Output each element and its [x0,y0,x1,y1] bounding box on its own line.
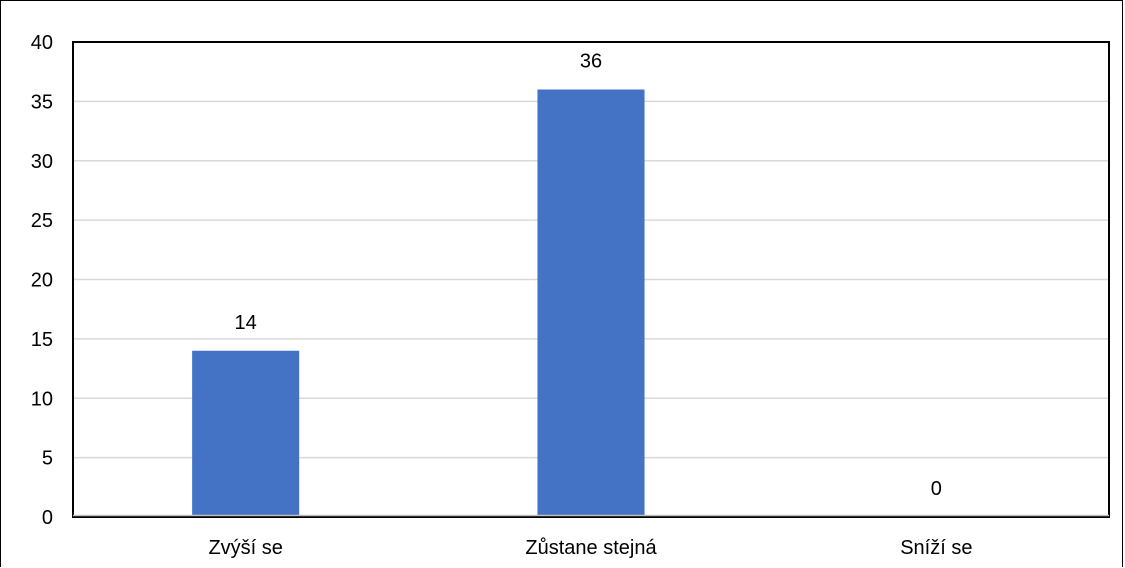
labels: 0 5 10 15 20 25 30 35 40 14 Zvýší se 36 Zůstane stej… [31,32,973,559]
bar-1 [537,89,645,517]
y-tick-label-20: 20 [31,270,53,292]
data-label-1: 36 [580,51,602,73]
bar-0 [192,350,300,517]
y-tick-label-0: 0 [42,507,53,529]
y-tick-label-15: 15 [31,329,53,351]
y-tick-label-5: 5 [42,448,53,470]
data-label-0: 14 [235,312,257,334]
y-tick-label-25: 25 [31,210,53,232]
data-label-2: 0 [931,478,942,500]
x-tick-label-0: Zvýší se [208,537,282,559]
y-tick-label-10: 10 [31,388,53,410]
x-tick-label-1: Zůstane stejná [525,537,657,559]
plot-area-border [72,41,1110,518]
x-tick-label-2: Sníží se [900,537,972,559]
y-tick-label-35: 35 [31,91,53,113]
y-tick-label-30: 30 [31,151,53,173]
bars [192,89,645,517]
y-tick-label-40: 40 [31,32,53,54]
axes [72,41,1110,518]
